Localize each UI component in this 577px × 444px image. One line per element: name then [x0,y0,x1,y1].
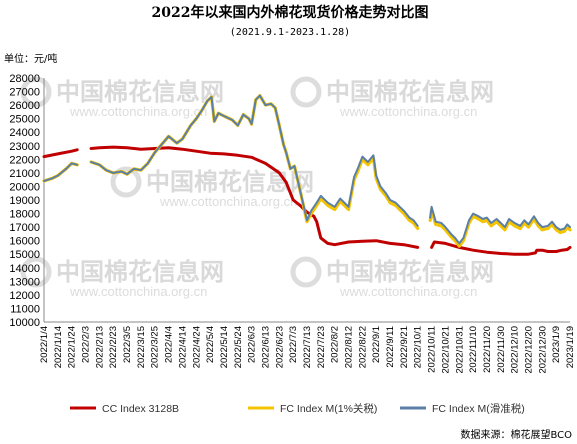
chart-subtitle: (2021.9.1-2023.1.28) [230,27,350,38]
legend-label: FC Index M(滑准税) [432,402,525,415]
y-tick-label: 26000 [9,100,40,112]
y-tick-label: 27000 [9,87,40,99]
watermark-text: 中国棉花信息网 [56,258,224,286]
legend: CC Index 3128B FC Index M(1%关税) FC Index M… [70,402,525,415]
series-line-3 [43,94,571,245]
watermark-logo-icon [290,76,322,108]
y-tick-label: 13000 [9,276,40,288]
x-tick-label: 2022/8/2 [330,326,341,363]
legend-label: CC Index 3128B [102,403,179,415]
watermark-url: www.cottonchina.org.cn [69,104,207,119]
watermark-logo-icon [110,166,142,198]
y-tick-label: 14000 [9,263,40,275]
y-tick-label: 16000 [9,236,40,248]
watermark-text: 中国棉花信息网 [326,258,494,286]
y-tick-label: 15000 [9,249,40,261]
y-tick-label: 20000 [9,181,40,193]
legend-item-1: CC Index 3128B [70,403,179,415]
x-tick-label: 2022/9/1 [371,326,382,363]
x-tick-label: 2022/9/11 [385,326,396,368]
x-tick-label: 2022/2/3 [81,326,92,363]
x-tick-label: 2022/5/24 [233,326,244,368]
y-tick-label: 11000 [10,303,40,315]
series-layer [42,94,572,256]
x-tick-label: 2022/6/13 [260,326,271,368]
x-tick-label: 2022/8/12 [344,326,355,368]
x-tick-label: 2022/6/3 [247,326,258,363]
x-tick-label: 2022/10/31 [454,326,465,374]
watermark-logo-icon [20,76,52,108]
x-tick-label: 2022/12/20 [523,326,534,374]
y-tick-label: 10000 [9,317,40,329]
x-tick-label: 2022/12/30 [537,326,548,374]
watermark-url: www.cottonchina.org.cn [159,194,297,209]
watermark-url: www.cottonchina.org.cn [339,104,477,119]
x-tick-label: 2022/8/22 [357,326,368,368]
watermark-logo-icon [290,256,322,288]
x-tick-label: 2022/10/11 [427,326,438,373]
x-tick-label: 2022/9/21 [399,326,410,368]
x-tick-label: 2022/10/1 [413,326,424,368]
x-tick-label: 2022/7/13 [302,326,313,368]
watermark-url: www.cottonchina.org.cn [69,284,207,299]
x-tick-label: 2022/4/14 [177,326,188,368]
x-tick-label: 2022/6/23 [274,326,285,368]
watermark-logo-icon [20,256,52,288]
x-tick-label: 2022/1/14 [53,326,64,368]
x-tick-label: 2022/7/23 [316,326,327,368]
watermark-layer: 中国棉花信息网www.cottonchina.org.cn中国棉花信息网www.… [20,76,494,299]
y-tick-label: 17000 [9,222,40,234]
y-tick-label: 21000 [9,168,40,180]
chart-title: 2022年以来国内外棉花现货价格走势对比图 [152,4,429,21]
x-tick-label: 2022/4/4 [164,326,175,363]
x-tick-label: 2022/2/23 [108,326,119,368]
x-tick-label: 2022/3/15 [136,326,147,368]
watermark-url: www.cottonchina.org.cn [339,284,477,299]
x-tick-label: 2022/3/25 [150,326,161,368]
x-tick-label: 2022/5/14 [219,326,230,368]
x-tick-label: 2022/1/4 [39,326,50,363]
legend-item-2: FC Index M(1%关税) [248,402,377,415]
y-tick-label: 28000 [9,73,40,85]
x-tick-label: 2022/2/13 [94,326,105,368]
x-tick-label: 2022/4/24 [191,326,202,368]
data-source-label: 数据来源：棉花展望BCO [460,428,572,441]
x-tick-label: 2022/10/21 [440,326,451,374]
x-tick-label: 2022/11/20 [482,326,493,373]
x-tick-label: 2022/5/4 [205,326,216,363]
x-tick-label: 2022/3/5 [122,326,133,363]
legend-label: FC Index M(1%关税) [280,402,377,415]
y-axis-unit-label: 单位：元/吨 [4,52,57,65]
y-tick-label: 23000 [9,141,40,153]
x-axis: 2022/1/4 2022/1/14 2022/1/24 2022/2/3 2022/2… [39,321,576,374]
x-tick-label: 2023/1/9 [551,326,562,363]
y-tick-label: 12000 [9,290,40,302]
watermark-text: 中国棉花信息网 [326,78,494,106]
series-1 [42,145,572,256]
watermark-text: 中国棉花信息网 [56,78,224,106]
series-line-1 [42,145,572,256]
y-tick-label: 18000 [9,209,40,221]
x-tick-label: 2023/1/19 [565,326,576,368]
y-tick-label: 25000 [9,114,40,126]
series-3 [43,94,571,245]
x-tick-label: 2022/12/10 [510,326,521,374]
x-tick-label: 2022/11/30 [496,326,507,373]
legend-item-3: FC Index M(滑准税) [400,402,525,415]
y-tick-label: 22000 [9,154,40,166]
x-tick-label: 2022/1/24 [67,326,78,368]
y-tick-label: 24000 [9,127,40,139]
x-tick-label: 2022/11/10 [468,326,479,373]
y-tick-label: 19000 [9,195,40,207]
x-tick-label: 2022/7/3 [288,326,299,363]
